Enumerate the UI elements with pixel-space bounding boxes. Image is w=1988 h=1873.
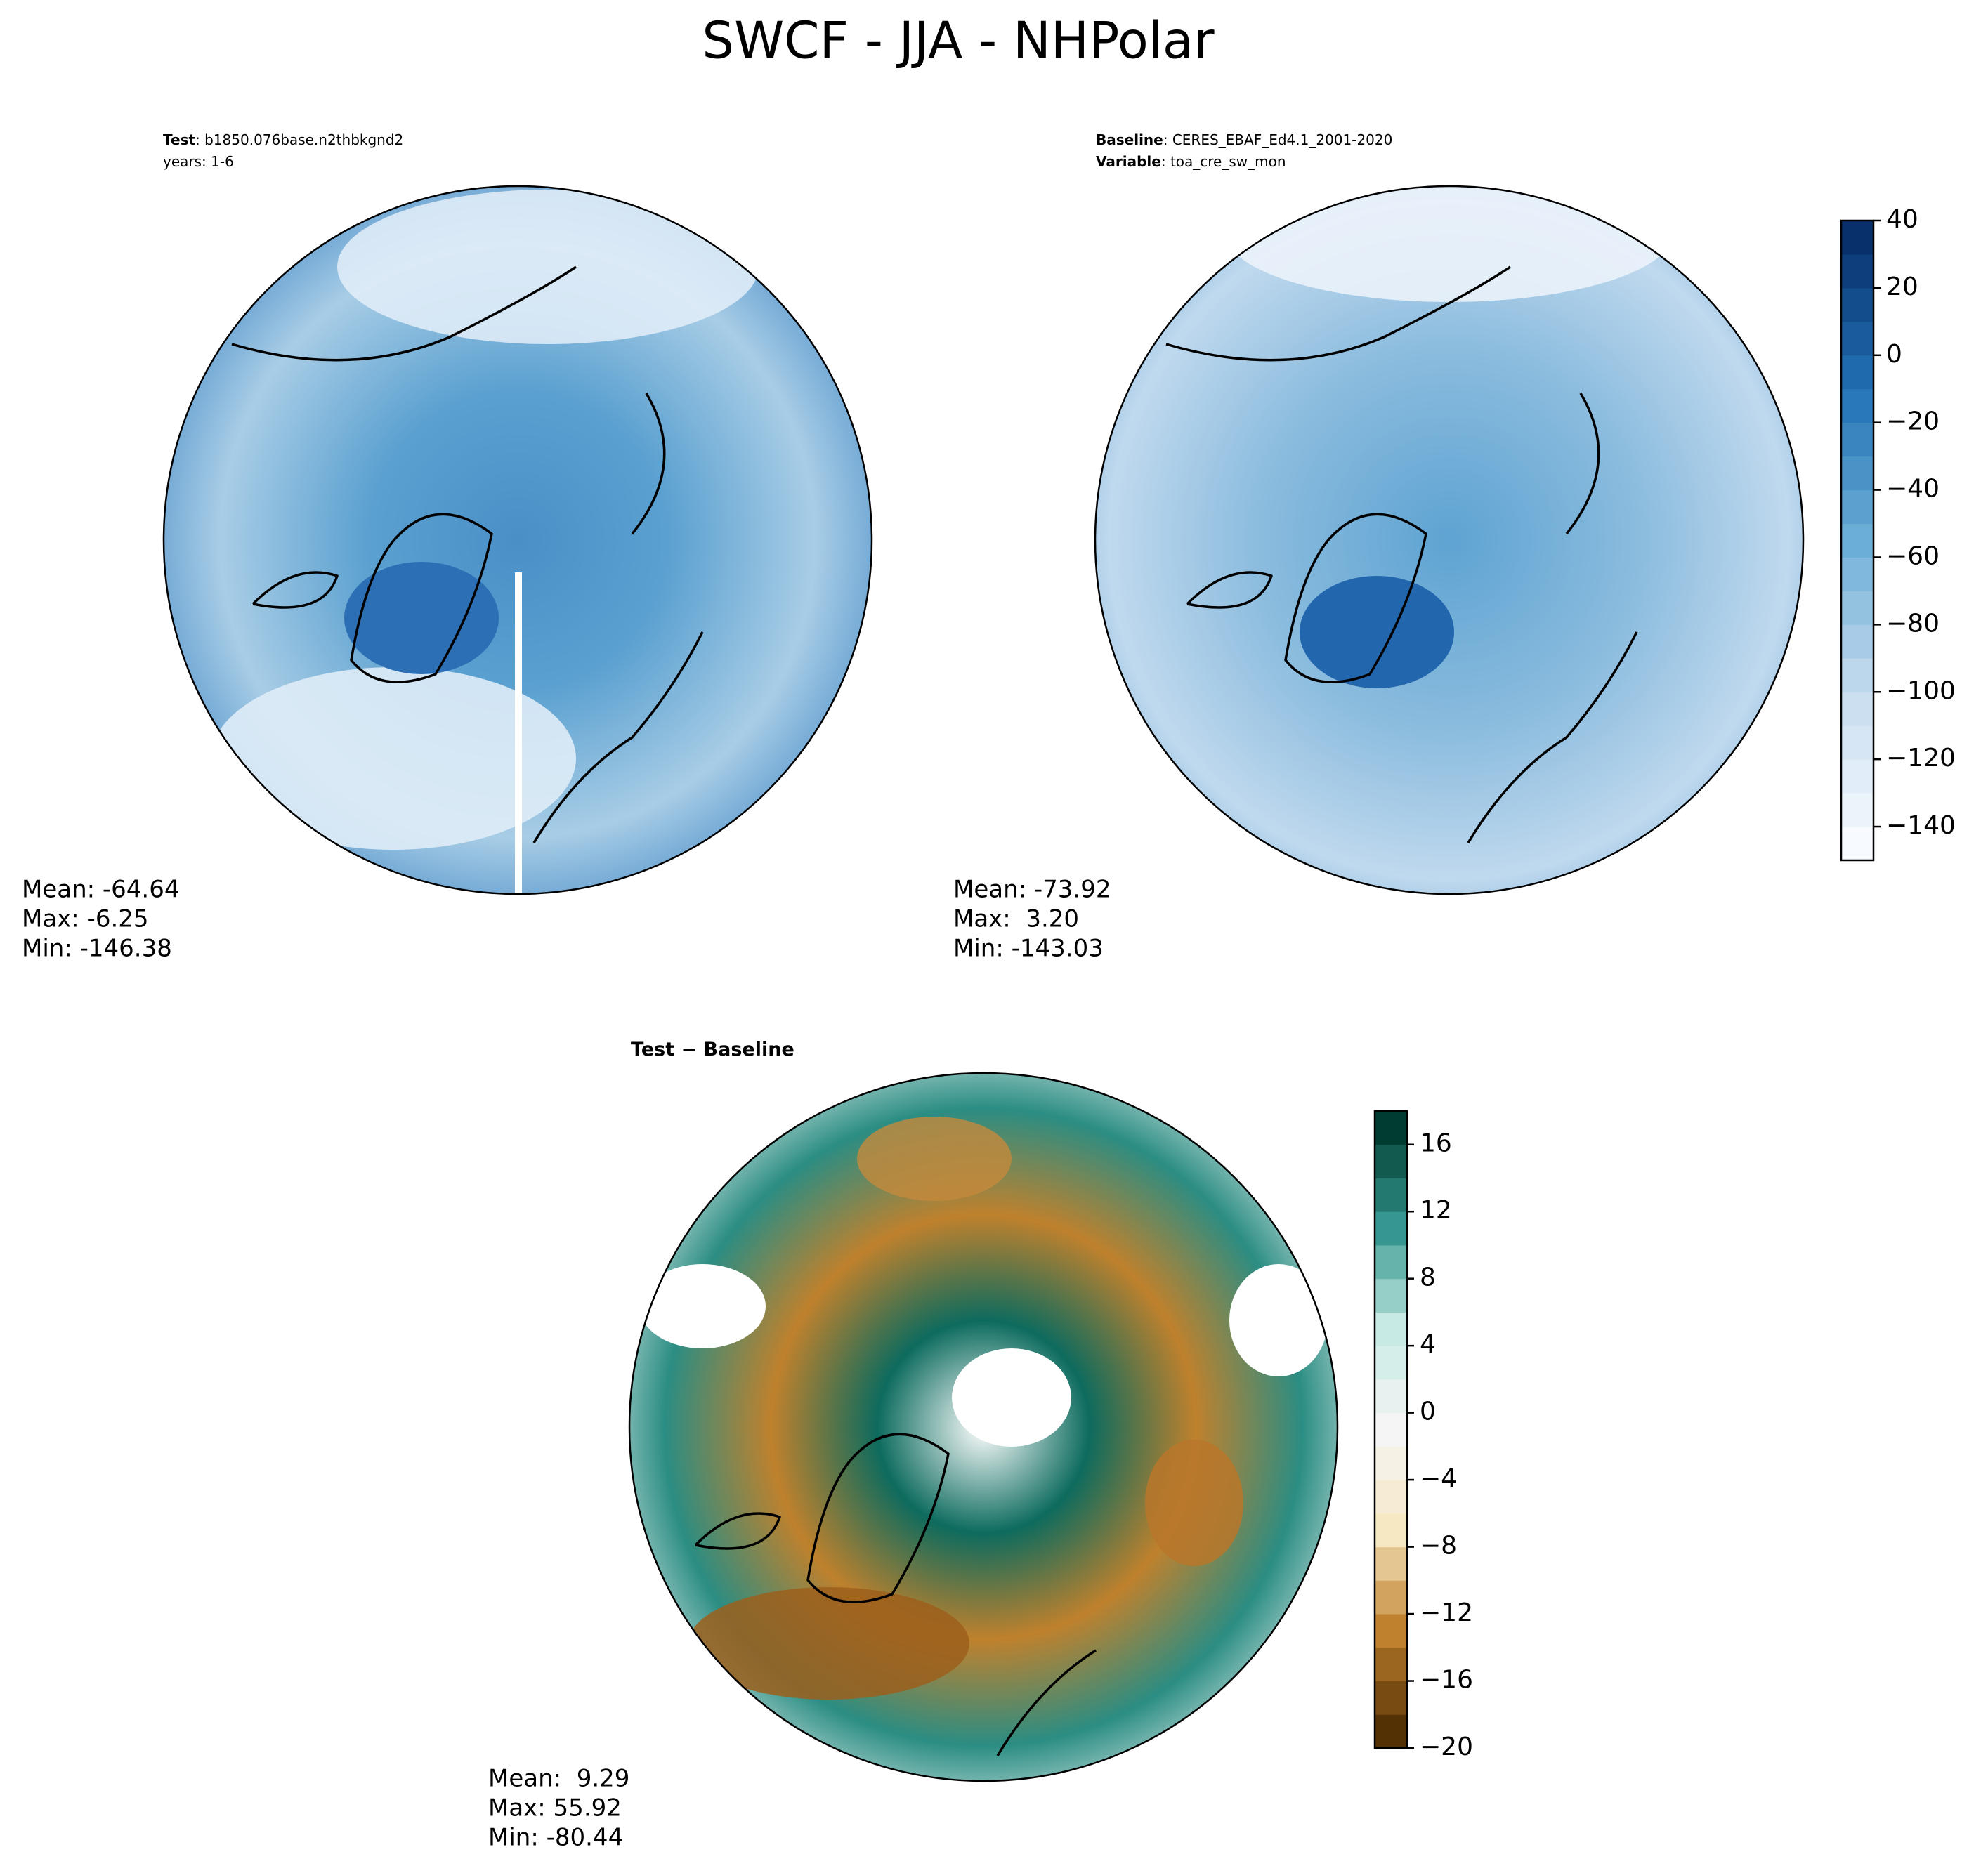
colorbar-band	[1841, 557, 1873, 591]
colorbar-band	[1841, 725, 1873, 760]
header-text: years: 1-6	[163, 153, 234, 170]
colorbar-band	[1841, 523, 1873, 558]
colorbar-band	[1841, 827, 1873, 861]
colorbar-tick-label: −80	[1886, 609, 1940, 638]
stat-line: Max: -6.25	[22, 905, 149, 933]
title: SWCF - JJA - NHPolar	[702, 11, 1215, 70]
colorbar-band	[1375, 1412, 1407, 1447]
colorbar-band	[1375, 1580, 1407, 1615]
colorbar-band	[1841, 422, 1873, 457]
stat-line: Mean: -73.92	[953, 876, 1111, 904]
colorbar-band	[1841, 321, 1873, 356]
colorbar-band	[1375, 1546, 1407, 1581]
panel-header: Baseline: CERES_EBAF_Ed4.1_2001-2020	[1096, 131, 1392, 148]
map-baseline	[1095, 186, 1803, 894]
colorbar-tick-label: −140	[1886, 811, 1956, 840]
colorbar-band	[1841, 456, 1873, 491]
colorbar-tick-label: 0	[1420, 1398, 1436, 1426]
colorbar-band	[1841, 254, 1873, 289]
colorbar-band	[1375, 1278, 1407, 1313]
panel-header: years: 1-6	[163, 153, 234, 170]
panel-header: Test: b1850.076base.n2thbkgnd2	[163, 131, 403, 148]
colorbar-band	[1375, 1144, 1407, 1178]
colorbar-tick-label: 0	[1886, 340, 1902, 369]
colorbar-frame	[1373, 1110, 1408, 1749]
colorbar-band	[1375, 1714, 1407, 1749]
stat-line: Min: -143.03	[953, 935, 1104, 963]
map-difference	[629, 1073, 1338, 1781]
colorbar-band	[1841, 388, 1873, 423]
colorbar-tick-label: 40	[1886, 205, 1918, 234]
stat-line: Max: 3.20	[953, 905, 1079, 933]
colorbar-band	[1841, 287, 1873, 322]
colorbar-tick-label: −8	[1420, 1532, 1457, 1560]
colorbar-band	[1375, 1647, 1407, 1682]
header-label: Baseline	[1096, 131, 1163, 148]
colorbar-tick-label: −20	[1420, 1733, 1473, 1761]
colorbar-band	[1841, 793, 1873, 827]
colorbar-band	[1841, 591, 1873, 625]
stat-line: Max: 55.92	[488, 1794, 622, 1822]
colorbar-band	[1841, 759, 1873, 794]
colorbar-band	[1375, 1513, 1407, 1548]
colorbar-band	[1375, 1346, 1407, 1380]
colorbar-band	[1841, 221, 1873, 255]
map-test	[164, 186, 872, 894]
colorbar-tick-label: −20	[1886, 407, 1940, 436]
map-frame	[1094, 185, 1805, 895]
colorbar-band	[1375, 1312, 1407, 1346]
colorbar-band	[1375, 1614, 1407, 1648]
stat-line: Mean: -64.64	[22, 876, 180, 904]
header-text: : toa_cre_sw_mon	[1161, 153, 1286, 170]
map-frame	[162, 185, 873, 895]
colorbar-tick-label: 12	[1420, 1196, 1452, 1225]
colorbar-band	[1375, 1446, 1407, 1480]
header-label: Variable	[1096, 153, 1161, 170]
colorbar-band	[1841, 489, 1873, 525]
header-label: Test − Baseline	[631, 1039, 794, 1060]
colorbar-tick-label: −100	[1886, 676, 1956, 705]
colorbar-band	[1375, 1379, 1407, 1414]
header-text: : CERES_EBAF_Ed4.1_2001-2020	[1163, 131, 1393, 148]
stat-line: Min: -146.38	[22, 935, 172, 963]
colorbar-tick-label: −40	[1886, 475, 1940, 504]
colorbar-frame	[1840, 219, 1875, 862]
colorbar-band	[1375, 1681, 1407, 1715]
colorbar-tick-label: −60	[1886, 541, 1940, 570]
colorbar-band	[1375, 1111, 1407, 1145]
colorbar-tick-label: 4	[1420, 1330, 1436, 1359]
colorbar-band	[1375, 1211, 1407, 1246]
colorbar-tick-label: 20	[1886, 272, 1918, 301]
colorbar-band	[1375, 1244, 1407, 1280]
colorbar-tick-label: −12	[1420, 1598, 1473, 1627]
colorbar-band	[1375, 1480, 1407, 1514]
colorbar-tick-label: 8	[1420, 1263, 1436, 1292]
panel-header: Test − Baseline	[631, 1039, 794, 1060]
header-label: Test	[163, 131, 195, 148]
stat-line: Min: -80.44	[488, 1824, 623, 1852]
header-text: : b1850.076base.n2thbkgnd2	[195, 131, 403, 148]
panel-header: Variable: toa_cre_sw_mon	[1096, 153, 1286, 170]
map-frame	[628, 1072, 1339, 1782]
colorbar-tick-label: 16	[1420, 1129, 1452, 1158]
colorbar-tick-label: −16	[1420, 1666, 1473, 1695]
colorbar-band	[1841, 355, 1873, 390]
stat-line: Mean: 9.29	[488, 1765, 629, 1793]
colorbar-band	[1841, 658, 1873, 692]
colorbar-band	[1375, 1178, 1407, 1212]
colorbar-band	[1841, 692, 1873, 726]
colorbar-tick-label: −4	[1420, 1464, 1457, 1493]
colorbar-band	[1841, 624, 1873, 659]
colorbar-tick-label: −120	[1886, 744, 1956, 773]
